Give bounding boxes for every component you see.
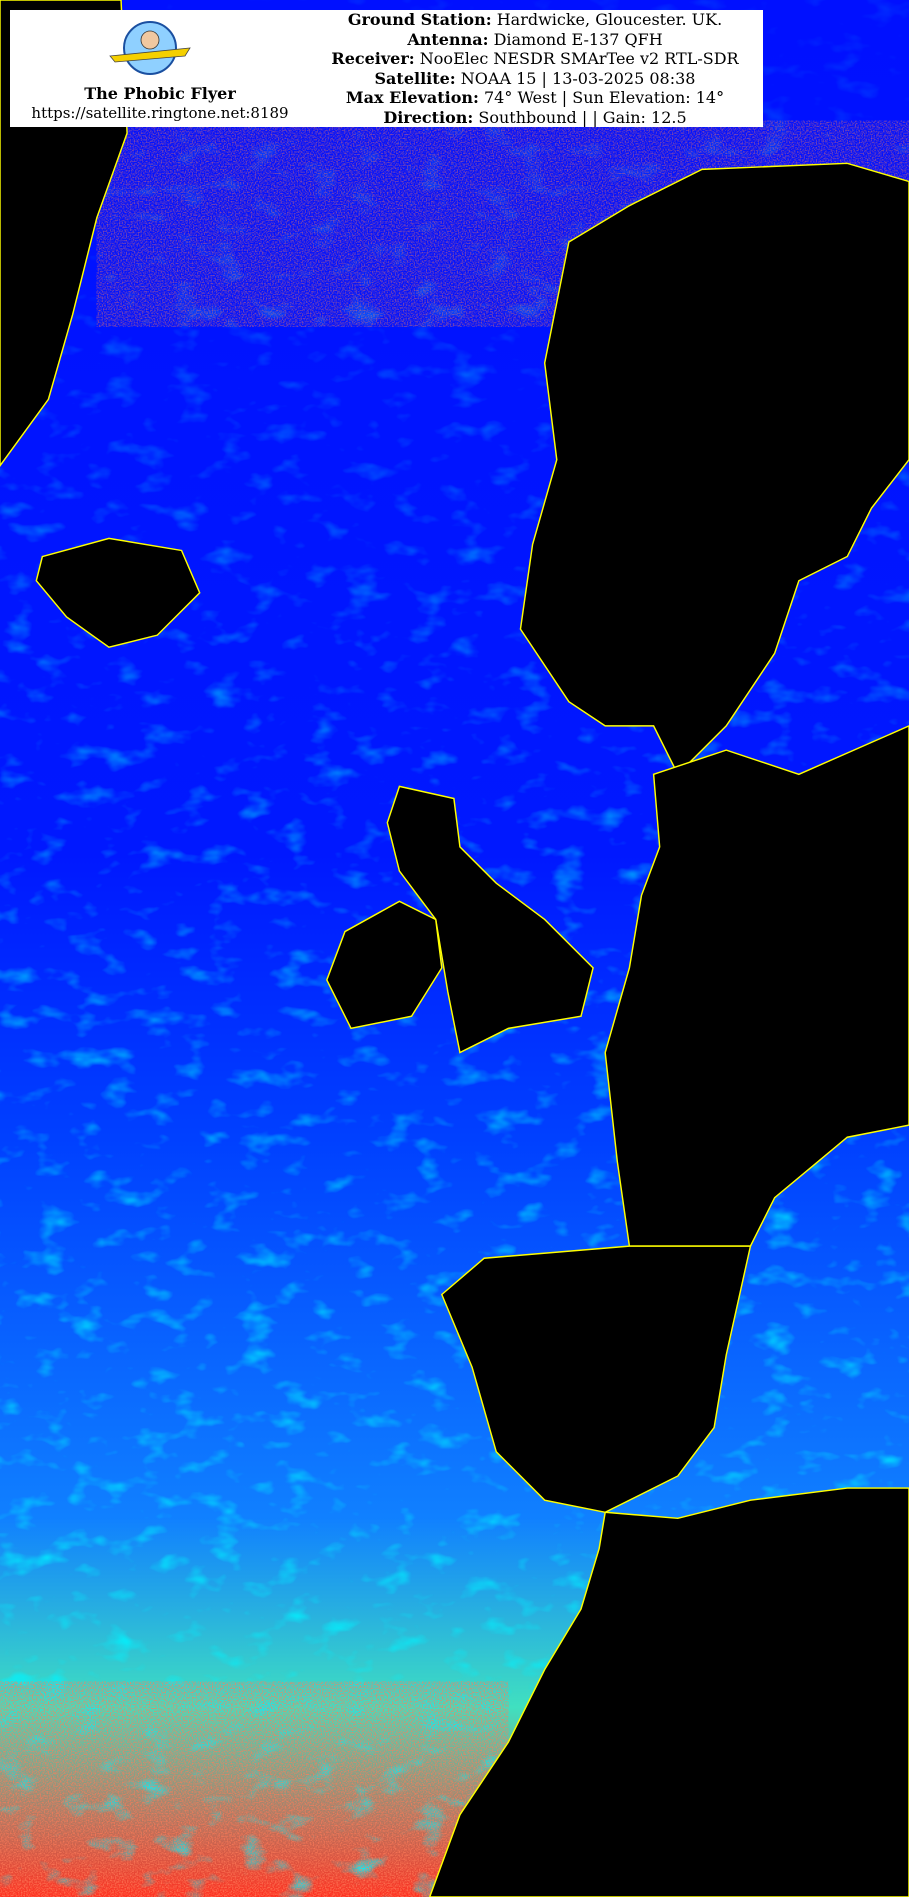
max-elevation-line: Max Elevation: 74° West | Sun Elevation:…: [345, 88, 725, 108]
phobic-flyer-logo: [109, 21, 191, 75]
land-iberia: [440, 1245, 752, 1514]
receiver-line: Receiver: NooElec NESDR SMArTee v2 RTL-S…: [331, 49, 739, 69]
direction-line: Direction: Southbound | | Gain: 12.5: [383, 107, 687, 127]
satellite-line: Satellite: NOAA 15 | 13-03-2025 08:38: [374, 68, 696, 88]
pass-details: Ground Station: Hardwicke, Gloucester. U…: [300, 10, 770, 128]
brand-name: The Phobic Flyer: [84, 84, 236, 103]
info-banner: The Phobic Flyer https://satellite.ringt…: [10, 10, 763, 127]
land-ireland: [326, 900, 443, 1030]
antenna-line: Antenna: Diamond E-137 QFH: [407, 29, 663, 49]
land-britain: [386, 785, 594, 1054]
noise-band-bottom: [0, 1681, 509, 1897]
land-scandinavia: [519, 162, 909, 776]
brand-url: https://satellite.ringtone.net:8189: [31, 104, 289, 122]
land-iceland: [35, 537, 201, 649]
land-africa: [428, 1487, 909, 1897]
ground-station-line: Ground Station: Hardwicke, Gloucester. U…: [347, 10, 723, 29]
